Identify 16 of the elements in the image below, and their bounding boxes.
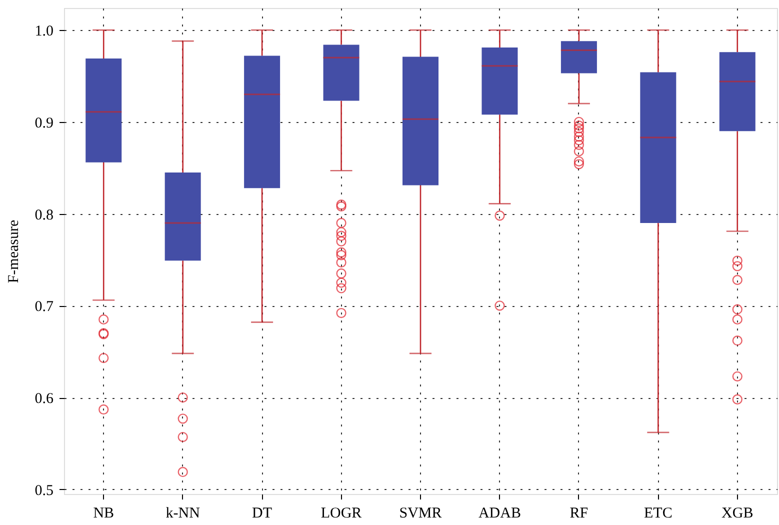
y-tick-label: 0.5 (34, 482, 54, 499)
x-tick-label: k-NN (166, 506, 200, 522)
x-tick-label: XGB (722, 506, 754, 522)
x-tick-label: DT (252, 506, 272, 522)
y-tick-label: 0.6 (34, 391, 54, 408)
x-tick-label: LOGR (320, 506, 362, 522)
y-tick-label: 0.7 (34, 299, 54, 316)
x-tick-label: SVMR (399, 506, 442, 522)
x-tick-label: ADAB (478, 506, 521, 522)
x-tick-label: RF (570, 506, 588, 522)
x-tick-label: ETC (644, 506, 672, 522)
x-tick-label: NB (93, 506, 114, 522)
y-tick-label: 0.8 (34, 207, 54, 224)
y-tick-label: 0.9 (34, 115, 54, 132)
y-axis-title: F-measure (6, 220, 22, 284)
y-tick-label: 1.0 (34, 24, 54, 40)
